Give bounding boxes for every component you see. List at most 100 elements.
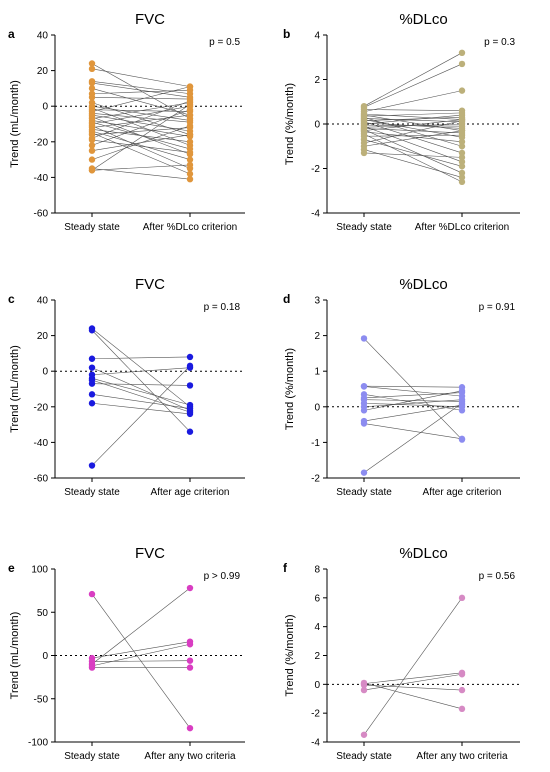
- pair-line: [363, 63, 463, 108]
- pair-line: [363, 149, 463, 178]
- pair-line: [91, 130, 191, 160]
- pair-line: [91, 104, 191, 171]
- point-after: [458, 169, 466, 177]
- point-before: [88, 590, 96, 598]
- pair-line: [91, 365, 191, 466]
- pair-line: [363, 390, 463, 411]
- panel-b: b %DLco p = 0.3 Trend (%/month) 4 2 0 -2 -4 Stead…: [283, 11, 520, 233]
- pair-line: [363, 112, 463, 117]
- pair-line: [363, 119, 463, 131]
- pair-line: [91, 641, 191, 659]
- y-tick-label: 0: [42, 102, 48, 113]
- point-after: [186, 724, 194, 732]
- point-after: [458, 154, 466, 161]
- pair-line: [91, 114, 191, 128]
- y-axis-label: Trend (mL/month): [9, 612, 21, 700]
- point-after: [458, 131, 466, 139]
- panel-letter: d: [283, 292, 290, 306]
- point-after: [186, 83, 194, 90]
- y-tick-label: 1: [314, 367, 320, 378]
- point-after: [186, 382, 194, 389]
- pair-line: [91, 80, 191, 95]
- point-before: [360, 731, 368, 738]
- pair-line: [91, 120, 191, 137]
- y-tick-label: 3: [314, 296, 320, 307]
- point-after: [458, 387, 466, 394]
- x-tick-label: Steady state: [336, 487, 392, 498]
- y-tick-label: 50: [37, 608, 49, 619]
- pair-line: [91, 383, 191, 386]
- pair-line: [363, 597, 463, 735]
- pair-line: [363, 130, 463, 147]
- pair-line: [91, 402, 191, 415]
- pair-line: [91, 102, 191, 119]
- pair-line: [91, 68, 191, 87]
- p-value: p = 0.91: [479, 302, 516, 313]
- y-tick-label: 0: [314, 120, 320, 131]
- y-tick-label: 0: [314, 402, 320, 413]
- point-after: [458, 178, 466, 186]
- pair-line: [91, 125, 191, 160]
- point-after: [186, 353, 194, 361]
- y-tick-label: 4: [314, 622, 320, 633]
- point-before: [360, 383, 368, 390]
- panel-c: c FVC p = 0.18 Trend (mL/month) 40 20 0 -20 -40 -…: [8, 276, 245, 498]
- point-after: [458, 400, 466, 407]
- point-before: [360, 335, 368, 342]
- pair-line: [363, 423, 463, 440]
- point-after: [186, 657, 194, 664]
- pair-line: [91, 139, 191, 153]
- x-tick-label: Steady state: [64, 751, 120, 762]
- x-tick-label: After any two criteria: [416, 751, 508, 762]
- point-before: [88, 400, 96, 407]
- pair-line: [363, 684, 463, 691]
- y-tick-label: 8: [314, 565, 320, 576]
- point-after: [458, 143, 466, 150]
- y-tick-label: -50: [34, 694, 49, 705]
- p-value: p > 0.99: [204, 571, 241, 582]
- x-tick-label: Steady state: [336, 222, 392, 233]
- pair-line: [363, 394, 463, 411]
- x-tick-label: After %DLco criterion: [143, 222, 237, 233]
- panel-d: d %DLco p = 0.91 Trend (%/month) 3 2 1 0 -1 -2 Ste…: [283, 276, 520, 498]
- pair-line: [363, 109, 463, 111]
- y-tick-label: 4: [314, 31, 320, 42]
- point-before: [360, 469, 368, 476]
- pair-line: [91, 86, 191, 112]
- pair-line: [91, 356, 191, 360]
- p-value: p = 0.5: [209, 37, 240, 48]
- pair-line: [91, 394, 191, 409]
- pair-line: [363, 672, 463, 684]
- x-tick-label: Steady state: [64, 222, 120, 233]
- point-after: [186, 584, 194, 592]
- y-tick-label: 20: [37, 66, 49, 77]
- chart-title: %DLco: [399, 545, 447, 562]
- y-tick-label: -2: [311, 164, 320, 175]
- point-before: [88, 462, 96, 469]
- panel-letter: a: [8, 27, 15, 41]
- pair-line: [91, 587, 191, 665]
- panel-letter: c: [8, 292, 15, 306]
- point-after: [458, 158, 466, 166]
- pair-line: [363, 673, 463, 691]
- pair-line: [91, 97, 191, 100]
- point-before: [88, 60, 96, 67]
- y-tick-label: -4: [311, 209, 320, 220]
- point-after: [458, 671, 466, 678]
- point-after: [458, 705, 466, 713]
- pair-line: [91, 127, 191, 135]
- y-tick-label: 0: [42, 651, 48, 662]
- point-after: [458, 149, 466, 157]
- pair-line: [363, 385, 463, 388]
- pair-line: [363, 152, 463, 158]
- x-tick-label: Steady state: [336, 751, 392, 762]
- pair-line: [363, 114, 463, 131]
- point-before: [88, 147, 96, 154]
- pair-line: [91, 379, 191, 413]
- point-after: [458, 686, 466, 694]
- pair-line: [363, 129, 463, 174]
- point-after: [186, 156, 194, 163]
- pair-line: [363, 399, 463, 408]
- pair-line: [91, 100, 191, 139]
- pair-line: [363, 402, 463, 408]
